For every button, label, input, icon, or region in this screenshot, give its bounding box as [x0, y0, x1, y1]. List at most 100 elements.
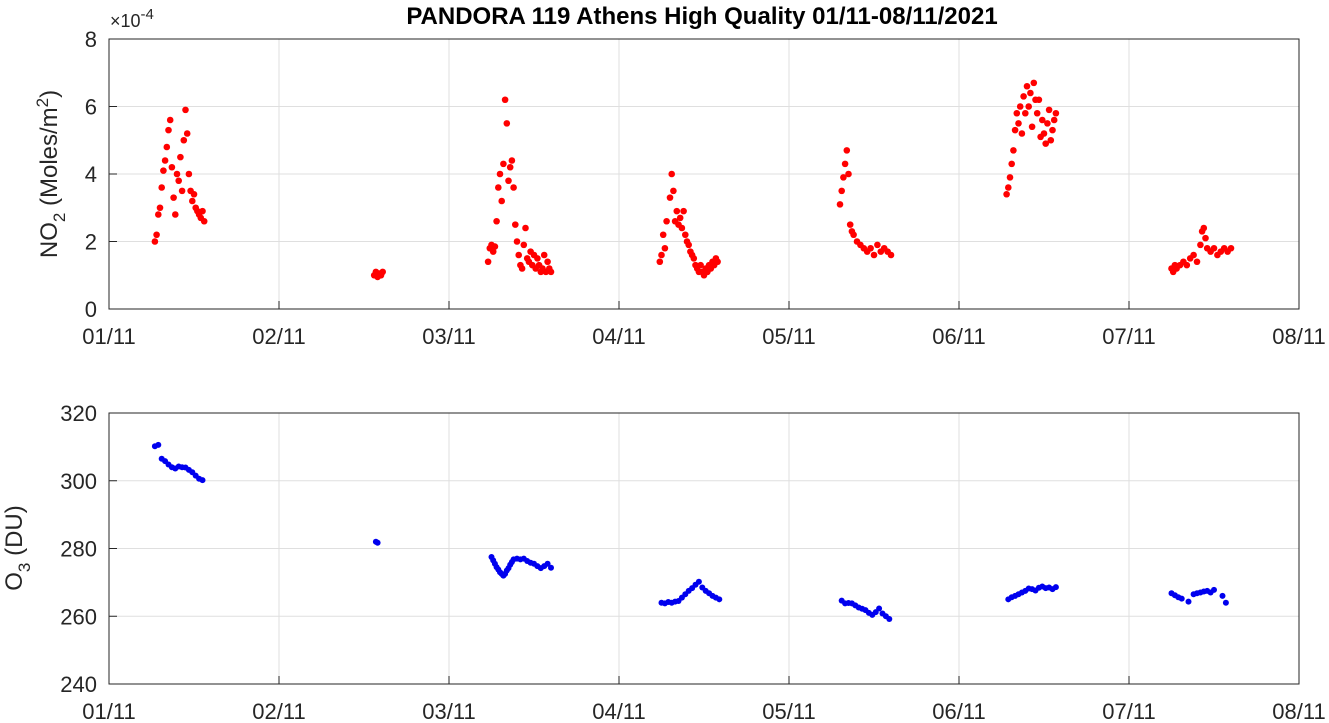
no2-data-point — [1006, 174, 1014, 181]
o3-data-point — [1219, 592, 1226, 599]
no2-y-tick-label: 4 — [85, 162, 97, 187]
no2-data-point — [495, 184, 502, 191]
no2-y-axis-label: NO2 (Moles/m2) — [33, 90, 69, 258]
no2-data-point — [690, 255, 698, 262]
o3-data-point — [1185, 598, 1192, 605]
no2-data-point — [1016, 103, 1024, 110]
no2-data-point — [676, 214, 684, 222]
no2-data-point — [161, 157, 169, 164]
no2-data-point — [160, 167, 167, 174]
o3-panel: 01/11 02/11 03/11 04/11 05/11 06/11 07/11 08/11… — [1, 401, 1326, 723]
no2-data-point — [1018, 130, 1026, 137]
o3-x-tick-label: 06/11 — [932, 699, 985, 723]
no2-data-point — [200, 217, 208, 225]
no2-points — [151, 79, 1235, 281]
no2-data-point — [547, 268, 555, 276]
o3-data-point — [1052, 584, 1059, 591]
no2-x-tick-label: 04/11 — [592, 324, 645, 349]
no2-data-point — [845, 170, 852, 178]
no2-data-point — [1052, 109, 1060, 117]
no2-data-point — [508, 157, 516, 164]
no2-data-point — [1210, 244, 1218, 252]
no2-y-tick-label: 8 — [85, 27, 97, 52]
no2-y-ticks: 0 2 4 6 8 — [85, 27, 117, 322]
no2-data-point — [1200, 224, 1208, 232]
no2-x-tick-label: 07/11 — [1102, 324, 1155, 349]
no2-data-point — [874, 241, 881, 249]
no2-exponent: ×10-4 — [110, 6, 154, 31]
no2-data-point — [680, 207, 687, 215]
no2-data-point — [503, 120, 511, 127]
no2-data-point — [846, 221, 854, 228]
no2-data-point — [697, 261, 704, 269]
no2-data-point — [836, 201, 844, 208]
no2-data-point — [153, 231, 160, 239]
no2-data-point — [512, 221, 519, 228]
no2-data-point — [166, 116, 174, 124]
no2-data-point — [1042, 140, 1049, 147]
no2-data-point — [520, 241, 528, 249]
no2-data-point — [544, 258, 551, 266]
no2-x-tick-label: 01/11 — [82, 324, 135, 349]
no2-data-point — [1011, 126, 1019, 134]
no2-data-point — [1010, 147, 1017, 154]
no2-data-point — [534, 255, 541, 262]
o3-data-point — [548, 564, 554, 571]
no2-data-point — [491, 243, 499, 250]
no2-data-point — [175, 177, 182, 185]
no2-data-point — [668, 170, 675, 178]
no2-data-point — [682, 231, 689, 239]
no2-data-point — [151, 238, 159, 245]
no2-data-point — [493, 217, 500, 225]
o3-data-point — [1211, 586, 1217, 593]
no2-panel: 01/11 02/11 03/11 04/11 05/11 06/11 07/11 08/11… — [33, 6, 1326, 349]
o3-data-point — [544, 560, 551, 567]
no2-data-point — [659, 231, 667, 239]
no2-data-point — [1040, 130, 1048, 137]
no2-data-point — [540, 251, 548, 259]
no2-data-point — [1023, 82, 1031, 90]
no2-data-point — [658, 251, 665, 259]
no2-data-point — [172, 211, 179, 218]
o3-data-point — [695, 578, 702, 585]
no2-data-point — [500, 160, 507, 168]
no2-data-point — [489, 248, 497, 255]
no2-data-point — [661, 244, 669, 252]
chart-title: PANDORA 119 Athens High Quality 01/11-08… — [406, 3, 997, 30]
o3-data-point — [1222, 599, 1229, 606]
no2-data-point — [189, 197, 196, 205]
no2-data-point — [505, 177, 512, 185]
no2-data-point — [1197, 241, 1204, 249]
o3-y-tick-label: 320 — [60, 401, 97, 426]
no2-data-point — [1044, 120, 1051, 127]
no2-data-point — [1039, 116, 1046, 124]
o3-y-tick-label: 260 — [60, 604, 97, 629]
no2-x-tick-label: 06/11 — [932, 324, 985, 349]
no2-x-ticks: 01/11 02/11 03/11 04/11 05/11 06/11 07/11 08/11 — [82, 301, 1326, 349]
no2-data-point — [522, 224, 529, 232]
no2-data-point — [887, 251, 895, 259]
no2-data-point — [165, 126, 172, 134]
no2-data-point — [840, 174, 847, 181]
no2-data-point — [1045, 106, 1053, 114]
no2-data-point — [1003, 190, 1010, 198]
no2-data-point — [1015, 120, 1022, 127]
no2-data-point — [183, 130, 191, 137]
o3-data-point — [374, 539, 381, 546]
no2-data-point — [178, 187, 186, 195]
no2-data-point — [714, 258, 721, 266]
no2-data-point — [1050, 116, 1058, 124]
no2-data-point — [170, 194, 177, 201]
no2-data-point — [867, 244, 874, 252]
no2-data-point — [1202, 234, 1209, 242]
no2-data-point — [156, 204, 164, 212]
no2-data-point — [850, 231, 857, 239]
no2-x-tick-label: 03/11 — [422, 324, 475, 349]
no2-data-point — [513, 238, 521, 245]
no2-data-point — [190, 190, 198, 198]
no2-data-point — [1047, 136, 1055, 144]
o3-data-point — [716, 596, 723, 603]
no2-data-point — [1028, 123, 1036, 131]
o3-data-point — [155, 441, 162, 448]
no2-data-point — [177, 153, 184, 161]
